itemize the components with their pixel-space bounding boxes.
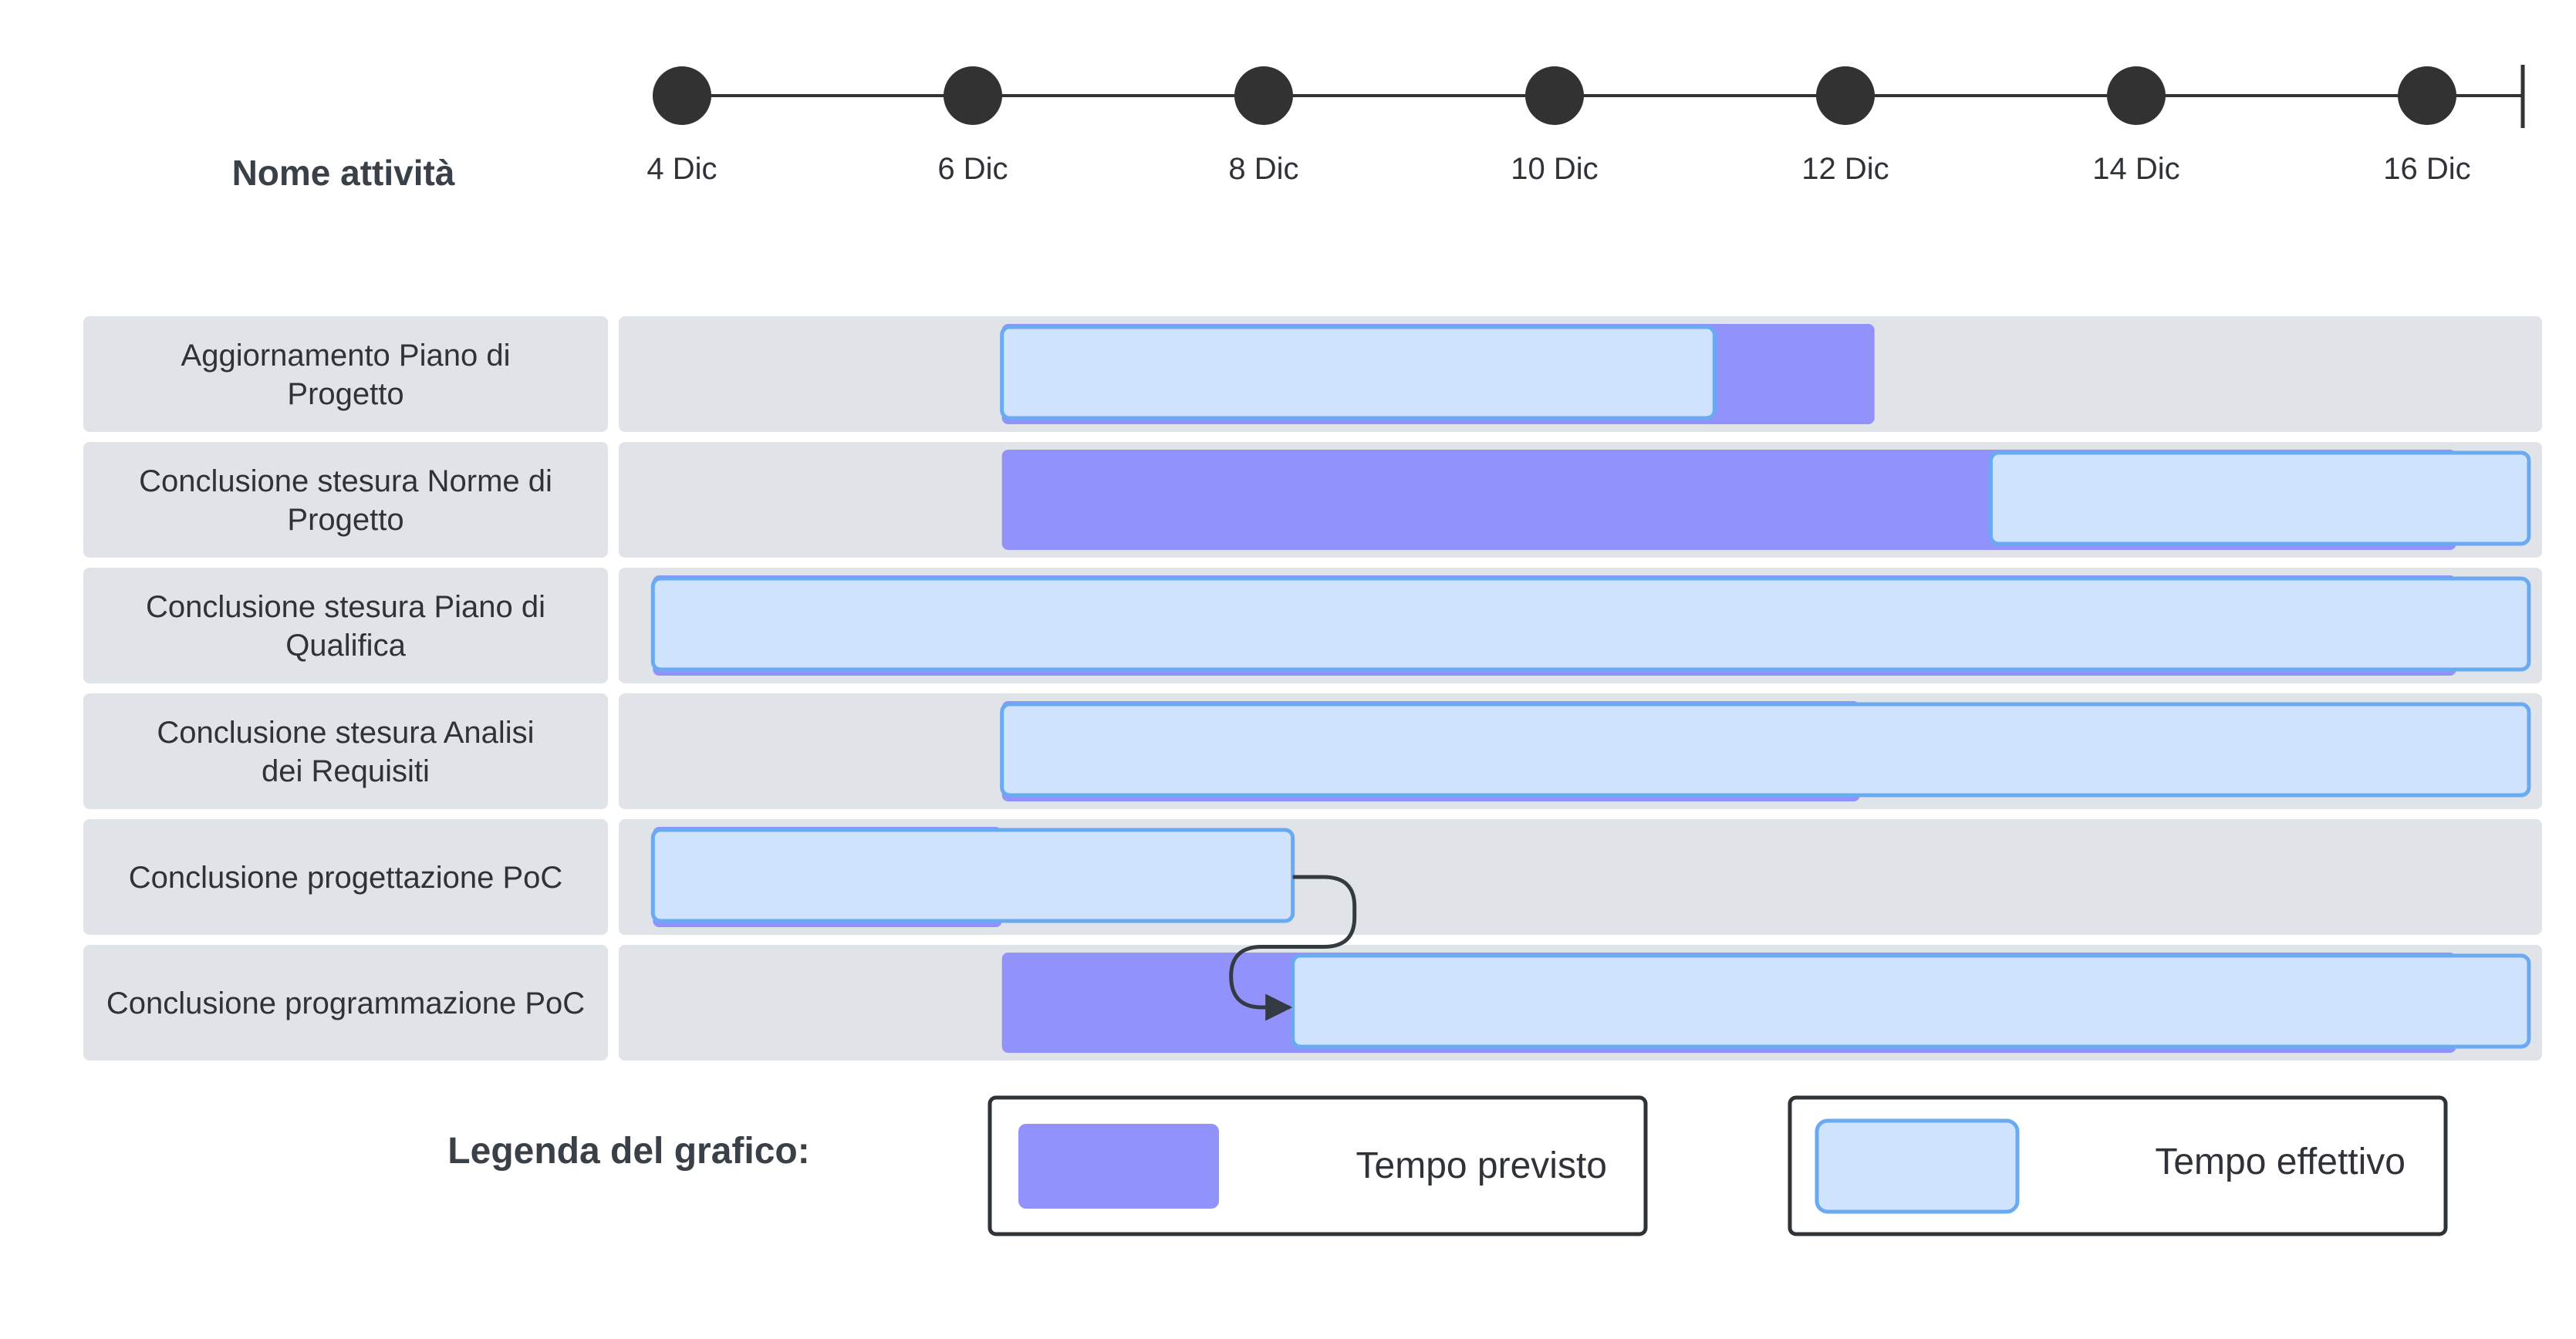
timeline-marker: [1816, 66, 1875, 125]
legend-item-planned: Tempo previsto: [988, 1095, 1648, 1236]
tick-label: 10 Dic: [1511, 152, 1598, 186]
tick-label: 8 Dic: [1228, 152, 1298, 186]
dependency-arrow: [1229, 875, 1357, 1021]
task-label: Conclusione stesura Analisi dei Requisiti: [157, 716, 534, 788]
actual-bar: [650, 828, 1295, 923]
task-row: Aggiornamento Piano di Progetto: [83, 316, 2542, 432]
task-label-cell: [83, 442, 608, 558]
task-label: Conclusione stesura Piano di Qualifica: [146, 590, 545, 663]
task-row: Conclusione stesura Piano di Qualifica: [83, 568, 2542, 683]
task-row: Conclusione progettazione PoC: [83, 819, 2542, 935]
actual-bar: [1000, 325, 1717, 420]
task-label: Conclusione programmazione PoC: [106, 987, 585, 1020]
chart-legend: Legenda del grafico: Tempo previsto Temp…: [447, 1095, 2448, 1236]
timeline-axis: 4 Dic 6 Dic 8 Dic 10 Dic 12 Dic 14 Dic 16 Dic: [647, 65, 2525, 186]
task-label-cell: [83, 693, 608, 809]
actual-bar: [650, 576, 2531, 672]
legend-actual-swatch: [1815, 1118, 2020, 1214]
task-label: Aggiornamento Piano di Progetto: [181, 339, 511, 411]
task-label: Conclusione progettazione PoC: [129, 861, 563, 895]
timeline-marker: [2398, 66, 2456, 125]
tick-label: 16 Dic: [2383, 152, 2470, 186]
task-label-cell: [83, 819, 608, 935]
actual-bar: [1291, 953, 2531, 1049]
tick-label: 12 Dic: [1801, 152, 1889, 186]
task-row: Conclusione stesura Analisi dei Requisiti: [83, 693, 2542, 809]
tick-label: 14 Dic: [2092, 152, 2179, 186]
timeline-marker: [1234, 66, 1293, 125]
legend-title: Legenda del grafico:: [447, 1131, 809, 1172]
timeline-marker: [2107, 66, 2166, 125]
task-label: Conclusione stesura Norme di Progetto: [139, 464, 552, 537]
actual-bar: [1989, 450, 2531, 546]
legend-planned-swatch: [1018, 1124, 1219, 1209]
timeline-marker: [944, 66, 1002, 125]
task-label-cell: [83, 316, 608, 432]
task-label-cell: [83, 945, 608, 1061]
task-column-header: Nome attività: [232, 153, 455, 193]
tick-label: 4 Dic: [647, 152, 717, 186]
legend-planned-label: Tempo previsto: [1356, 1145, 1607, 1186]
legend-item-actual: Tempo effettivo: [1788, 1095, 2448, 1236]
task-label-cell: [83, 568, 608, 683]
actual-bar: [1000, 702, 2531, 798]
tick-label: 6 Dic: [937, 152, 1008, 186]
legend-actual-label: Tempo effettivo: [2155, 1142, 2406, 1182]
timeline-marker: [653, 66, 711, 125]
task-row: Conclusione stesura Norme di Progetto: [83, 442, 2542, 558]
task-row: Conclusione programmazione PoC: [83, 945, 2542, 1061]
timeline-marker: [1525, 66, 1584, 125]
